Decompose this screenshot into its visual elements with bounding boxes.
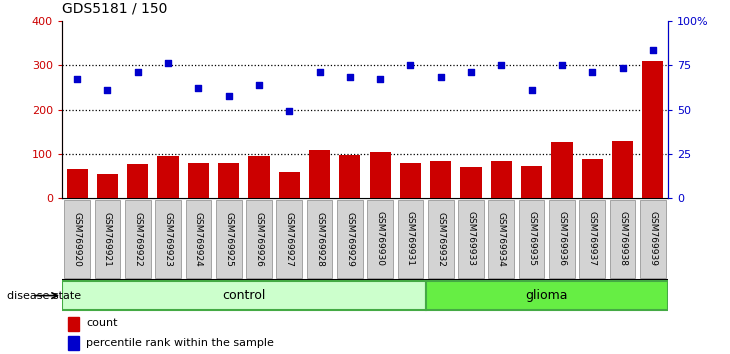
Bar	[582, 159, 603, 198]
Text: GSM769930: GSM769930	[376, 211, 385, 267]
FancyBboxPatch shape	[246, 200, 272, 278]
Point	[253, 82, 265, 88]
Text: GDS5181 / 150: GDS5181 / 150	[62, 1, 167, 16]
FancyBboxPatch shape	[95, 200, 120, 278]
Text: GSM769933: GSM769933	[466, 211, 475, 267]
FancyBboxPatch shape	[580, 200, 605, 278]
Text: GSM769931: GSM769931	[406, 211, 415, 267]
Point	[223, 94, 234, 99]
FancyBboxPatch shape	[458, 200, 484, 278]
Point	[283, 108, 295, 113]
Bar	[279, 172, 300, 198]
FancyBboxPatch shape	[307, 200, 332, 278]
Bar	[491, 161, 512, 198]
FancyBboxPatch shape	[549, 200, 575, 278]
Point	[72, 76, 83, 81]
Bar	[97, 174, 118, 198]
Text: percentile rank within the sample: percentile rank within the sample	[86, 337, 274, 348]
Text: GSM769932: GSM769932	[437, 211, 445, 267]
FancyBboxPatch shape	[216, 200, 242, 278]
Text: GSM769929: GSM769929	[345, 211, 354, 267]
Point	[101, 87, 113, 93]
Text: GSM769939: GSM769939	[648, 211, 657, 267]
Bar	[612, 141, 633, 198]
Point	[404, 63, 416, 68]
FancyBboxPatch shape	[125, 200, 150, 278]
FancyBboxPatch shape	[155, 200, 181, 278]
FancyBboxPatch shape	[398, 200, 423, 278]
FancyBboxPatch shape	[337, 200, 363, 278]
Point	[435, 74, 447, 79]
FancyBboxPatch shape	[428, 200, 453, 278]
Bar	[68, 317, 79, 331]
Bar	[158, 156, 179, 198]
Bar	[339, 155, 361, 198]
Text: GSM769925: GSM769925	[224, 211, 233, 267]
Bar	[430, 161, 451, 198]
Point	[617, 65, 629, 70]
Point	[132, 69, 144, 75]
Bar	[400, 163, 421, 198]
Point	[526, 87, 537, 93]
Bar	[218, 163, 239, 198]
FancyBboxPatch shape	[185, 200, 211, 278]
FancyBboxPatch shape	[488, 200, 514, 278]
Text: GSM769927: GSM769927	[285, 211, 293, 267]
FancyBboxPatch shape	[367, 200, 393, 278]
Text: GSM769924: GSM769924	[194, 212, 203, 266]
Bar	[127, 164, 148, 198]
Text: control: control	[222, 289, 266, 302]
FancyBboxPatch shape	[519, 200, 545, 278]
Text: GSM769926: GSM769926	[255, 211, 264, 267]
FancyBboxPatch shape	[62, 281, 426, 310]
Bar	[642, 61, 664, 198]
FancyBboxPatch shape	[610, 200, 635, 278]
Text: GSM769920: GSM769920	[73, 211, 82, 267]
Text: GSM769938: GSM769938	[618, 211, 627, 267]
Bar	[66, 170, 88, 198]
Text: glioma: glioma	[526, 289, 568, 302]
Bar	[369, 152, 391, 198]
Bar	[521, 166, 542, 198]
Bar	[248, 156, 269, 198]
Point	[344, 74, 356, 79]
Text: GSM769934: GSM769934	[497, 211, 506, 267]
Text: GSM769922: GSM769922	[134, 212, 142, 266]
Text: GSM769921: GSM769921	[103, 211, 112, 267]
Text: GSM769937: GSM769937	[588, 211, 596, 267]
FancyBboxPatch shape	[426, 281, 668, 310]
FancyBboxPatch shape	[640, 200, 666, 278]
Text: GSM769935: GSM769935	[527, 211, 536, 267]
Text: GSM769928: GSM769928	[315, 211, 324, 267]
Point	[374, 76, 386, 81]
FancyBboxPatch shape	[277, 200, 302, 278]
Point	[193, 85, 204, 91]
Bar	[188, 163, 209, 198]
Text: GSM769936: GSM769936	[558, 211, 566, 267]
Bar	[551, 142, 572, 198]
Text: GSM769923: GSM769923	[164, 211, 172, 267]
Bar	[68, 336, 79, 350]
Point	[556, 63, 568, 68]
Bar	[309, 149, 330, 198]
Point	[496, 63, 507, 68]
Point	[314, 69, 326, 75]
Bar	[461, 167, 482, 198]
Text: count: count	[86, 318, 118, 329]
Point	[647, 47, 658, 53]
FancyBboxPatch shape	[64, 200, 90, 278]
Text: disease state: disease state	[7, 291, 82, 301]
Point	[465, 69, 477, 75]
Point	[586, 69, 598, 75]
Point	[162, 61, 174, 66]
